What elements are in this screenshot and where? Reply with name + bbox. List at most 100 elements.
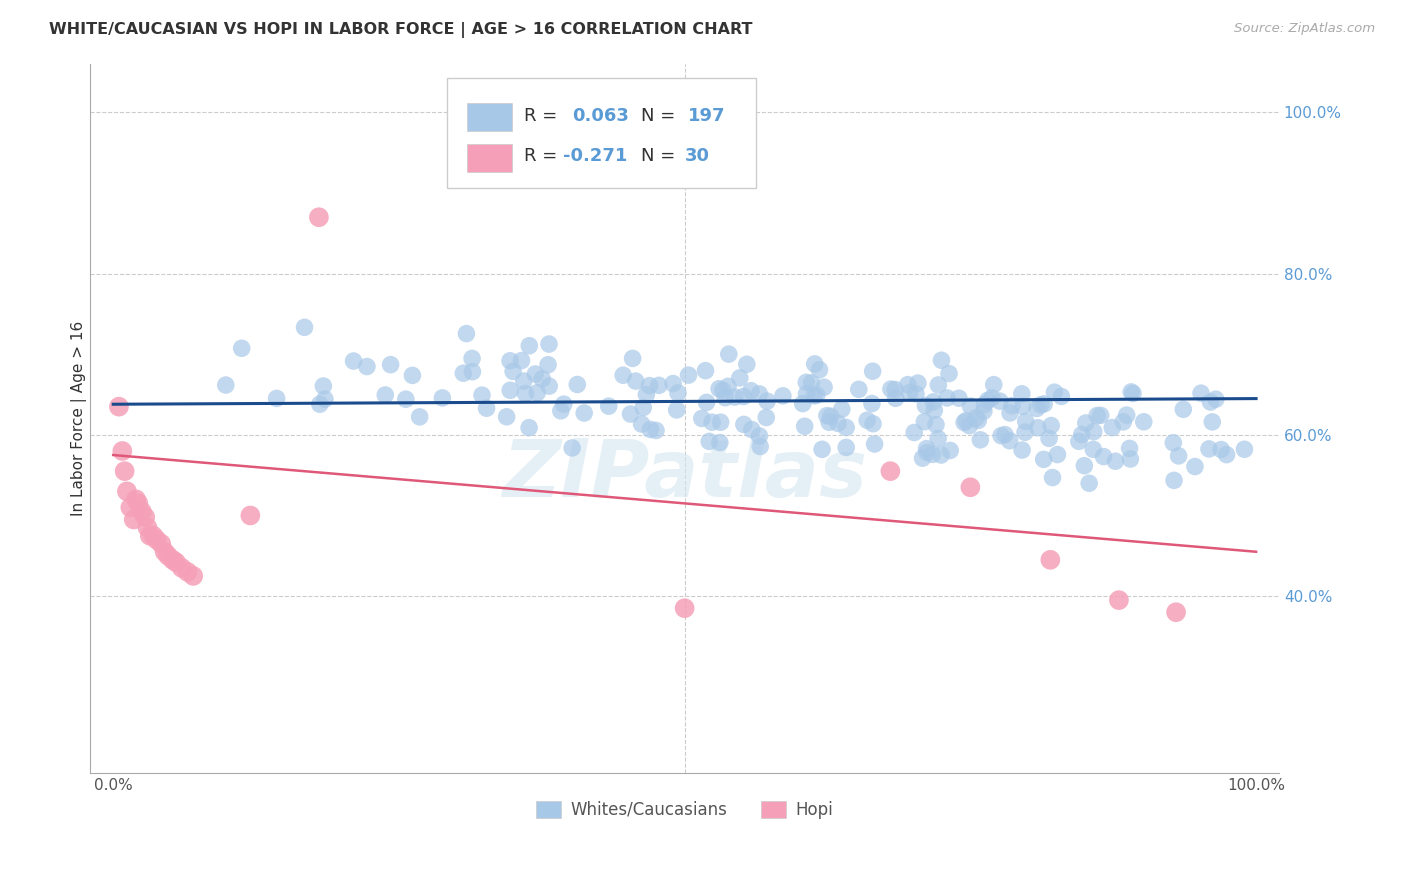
Point [936, 391, 959, 405]
Point [127, 496, 149, 510]
Point [835, 441, 858, 455]
Point [912, 415, 935, 429]
Point [1033, 397, 1056, 411]
Point [401, 368, 423, 383]
Point [524, 367, 547, 381]
Point [1032, 452, 1054, 467]
Point [526, 385, 548, 400]
Point [860, 396, 883, 410]
Point [1042, 470, 1064, 484]
Point [537, 358, 560, 372]
Point [948, 391, 970, 405]
Point [959, 418, 981, 433]
Point [567, 377, 589, 392]
Y-axis label: In Labor Force | Age > 16: In Labor Force | Age > 16 [72, 321, 87, 516]
Point [673, 601, 696, 615]
Point [973, 398, 995, 412]
Point [741, 423, 763, 437]
Point [848, 382, 870, 396]
Point [145, 533, 167, 547]
Point [695, 364, 717, 378]
Point [939, 443, 962, 458]
Point [911, 451, 934, 466]
Point [709, 435, 731, 450]
Point [938, 367, 960, 381]
Point [665, 403, 688, 417]
Point [374, 388, 396, 402]
Point [717, 379, 740, 393]
Point [633, 401, 655, 415]
Point [740, 384, 762, 398]
Point [499, 353, 522, 368]
Point [356, 359, 378, 374]
Point [636, 387, 658, 401]
Point [748, 429, 770, 443]
Point [1119, 452, 1142, 467]
Text: -0.271: -0.271 [564, 147, 628, 165]
Point [959, 480, 981, 494]
Point [931, 353, 953, 368]
Point [803, 357, 825, 371]
Point [266, 392, 288, 406]
Point [813, 380, 835, 394]
Point [114, 464, 136, 478]
Point [1015, 414, 1038, 428]
Point [835, 420, 858, 434]
Bar [467, 103, 512, 131]
Point [176, 565, 198, 579]
Point [314, 392, 336, 407]
Point [1199, 395, 1222, 409]
Point [1189, 386, 1212, 401]
Point [733, 417, 755, 432]
FancyBboxPatch shape [447, 78, 756, 188]
Point [697, 434, 720, 449]
Point [748, 387, 770, 401]
Point [1122, 386, 1144, 401]
Point [1101, 420, 1123, 434]
Point [831, 402, 853, 417]
Point [929, 448, 952, 462]
Point [827, 417, 849, 431]
Point [342, 354, 364, 368]
Point [638, 378, 661, 392]
Point [380, 358, 402, 372]
Point [312, 379, 335, 393]
Point [927, 378, 949, 392]
Point [648, 378, 671, 392]
Point [794, 376, 817, 390]
Point [1215, 448, 1237, 462]
Point [1083, 442, 1105, 457]
Point [714, 391, 737, 405]
Point [308, 397, 330, 411]
Point [619, 407, 641, 421]
Point [181, 569, 204, 583]
Point [811, 442, 834, 457]
Point [1173, 402, 1195, 417]
Point [1104, 454, 1126, 468]
Point [856, 413, 879, 427]
Point [1025, 401, 1047, 416]
Point [1121, 384, 1143, 399]
Point [1011, 387, 1033, 401]
Point [898, 385, 921, 400]
Point [953, 416, 976, 430]
Point [1132, 415, 1154, 429]
Bar [467, 144, 512, 172]
Point [162, 553, 184, 567]
Point [772, 389, 794, 403]
Point [1211, 442, 1233, 457]
Point [998, 434, 1021, 448]
Point [517, 420, 540, 434]
Point [136, 520, 159, 534]
Point [170, 561, 193, 575]
Point [1092, 450, 1115, 464]
Point [803, 389, 825, 403]
Point [1085, 409, 1108, 423]
Point [125, 492, 148, 507]
Point [1205, 392, 1227, 407]
Point [499, 384, 522, 398]
Point [1026, 421, 1049, 435]
Point [1198, 442, 1220, 456]
Point [1167, 449, 1189, 463]
Point [678, 368, 700, 383]
